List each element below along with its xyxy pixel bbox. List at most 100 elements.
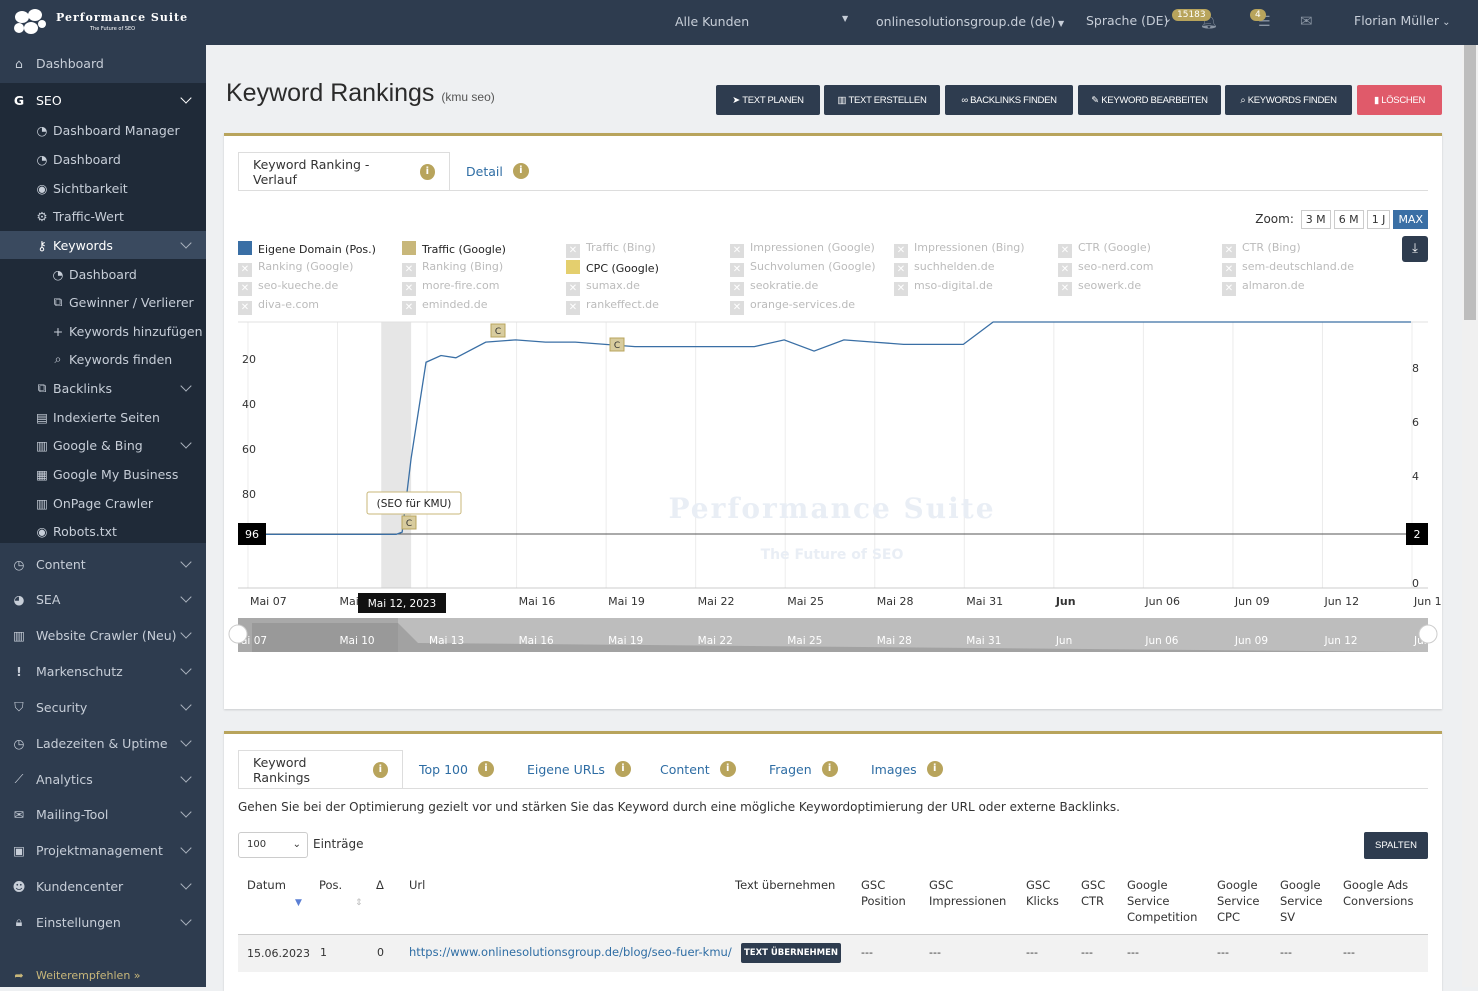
legend-item[interactable]: ✕ eminded.de [402,298,488,315]
column-header-text[interactable]: Text übernehmen [735,878,836,892]
column-header-sv[interactable]: Google Service SV [1280,878,1323,924]
column-header-url[interactable]: Url [409,878,426,892]
sidebar-item-dashboard-manager[interactable]: ◔ Dashboard Manager [0,116,206,144]
legend-item[interactable]: ✕ Traffic (Bing) [566,241,656,258]
legend-item[interactable]: ✕ sem-deutschland.de [1222,260,1354,277]
language-select[interactable]: Sprache (DE) [1086,13,1168,28]
sidebar-item-analytics[interactable]: ⟋ Analytics [0,765,206,793]
sidebar-item-backlinks[interactable]: ⧉ Backlinks [0,374,206,402]
sidebar-item-dashboard[interactable]: ⌂ Dashboard [0,49,206,77]
sidebar-item-kundencenter[interactable]: ☻ Kundencenter [0,872,206,900]
page-scrollbar[interactable] [1462,45,1478,987]
sidebar-item-keywords-finden[interactable]: ⌕ Keywords finden [0,345,206,373]
column-header-gsc-impressionen[interactable]: GSC Impressionen [929,878,1007,908]
legend-item[interactable]: ✕ rankeffect.de [566,298,659,315]
tab-content[interactable]: Content i [660,750,736,788]
sidebar-item-sichtbarkeit[interactable]: ◉ Sichtbarkeit [0,174,206,202]
legend-item[interactable]: ✕ seo-kueche.de [238,279,338,296]
zoom-1j-button[interactable]: 1 J [1366,210,1391,229]
column-header-cpc[interactable]: Google Service CPC [1217,878,1260,924]
sidebar-item-traffic-wert[interactable]: ⚙ Traffic-Wert [0,202,206,230]
tab-eigene-urls[interactable]: Eigene URLs i [527,750,631,788]
zoom-max-button[interactable]: MAX [1393,210,1428,229]
legend-item[interactable]: ✕ Impressionen (Google) [730,241,875,258]
column-header-gsc-ctr[interactable]: GSC CTR [1081,878,1106,908]
sidebar-item-keywords-dashboard[interactable]: ◔ Dashboard [0,260,206,288]
sidebar-item-gewinner-verlierer[interactable]: ⧉ Gewinner / Verlierer [0,288,206,316]
backlinks-finden-button[interactable]: ∞ BACKLINKS FINDEN [945,85,1073,115]
text-planen-button[interactable]: ➤ TEXT PLANEN [716,85,820,115]
cell-url-link[interactable]: https://www.onlinesolutionsgroup.de/blog… [409,945,732,959]
legend-item[interactable]: ✕ Impressionen (Bing) [894,241,1025,258]
sidebar-item-google-bing[interactable]: ▥ Google & Bing [0,431,206,459]
legend-item[interactable]: ✕ sumax.de [566,279,640,296]
zoom-3m-button[interactable]: 3 M [1300,210,1331,229]
sidebar-item-website-crawler[interactable]: ▥ Website Crawler (Neu) [0,621,206,649]
sidebar-item-onpage-crawler[interactable]: ▥ OnPage Crawler [0,489,206,517]
sidebar-item-security[interactable]: ⛉ Security [0,693,206,721]
sidebar-item-keywords-hinzufuegen[interactable]: + Keywords hinzufügen [0,317,206,345]
column-header-datum[interactable]: Datum ▼ [247,877,302,911]
sidebar-item-mailing-tool[interactable]: ✉ Mailing-Tool [0,800,206,828]
column-header-competition[interactable]: Google Service Competition [1127,878,1198,924]
customer-select[interactable]: Alle Kunden [675,14,749,29]
legend-item[interactable]: ✕ mso-digital.de [894,279,993,296]
sidebar-item-seo-dashboard[interactable]: ◔ Dashboard [0,145,206,173]
legend-item[interactable]: ✕ seowerk.de [1058,279,1141,296]
sidebar-item-ladezeiten[interactable]: ◷ Ladezeiten & Uptime [0,729,206,757]
sidebar-item-sea[interactable]: ◕ SEA [0,585,206,613]
keyword-bearbeiten-button[interactable]: ✎ KEYWORD BEARBEITEN [1078,85,1221,115]
keywords-finden-button[interactable]: ⌕ KEYWORDS FINDEN [1225,85,1352,115]
sidebar-item-content[interactable]: ◷ Content [0,550,206,578]
tab-fragen[interactable]: Fragen i [769,750,838,788]
column-header-gsc-klicks[interactable]: GSC Klicks [1026,878,1059,908]
sidebar-item-google-my-business[interactable]: ▦ Google My Business [0,460,206,488]
navigator-handle-left[interactable] [228,624,248,644]
zoom-6m-button[interactable]: 6 M [1333,210,1364,229]
legend-item[interactable]: ✕ Suchvolumen (Google) [730,260,876,277]
tab-detail[interactable]: Detail i [466,152,529,190]
navigator-handle-right[interactable] [1418,624,1438,644]
sidebar-item-markenschutz[interactable]: ! Markenschutz [0,657,206,685]
legend-item[interactable]: ✕ CTR (Bing) [1222,241,1301,258]
legend-item[interactable]: Eigene Domain (Pos.) [238,241,376,256]
sidebar-item-keywords[interactable]: ⚷ Keywords [0,231,206,259]
sidebar-item-indexierte-seiten[interactable]: ▤ Indexierte Seiten [0,403,206,431]
legend-item[interactable]: ✕ CTR (Google) [1058,241,1151,258]
tab-images[interactable]: Images i [871,750,943,788]
envelope-icon[interactable]: ✉ [1300,12,1313,30]
delete-button[interactable]: ▮ LÖSCHEN [1357,85,1442,115]
legend-item[interactable]: ✕ suchhelden.de [894,260,995,277]
domain-select[interactable]: onlinesolutionsgroup.de (de) ▼ [876,14,1064,29]
legend-item[interactable]: Traffic (Google) [402,241,506,256]
text-erstellen-button[interactable]: ▥ TEXT ERSTELLEN [824,85,940,115]
column-header-delta[interactable]: Δ [376,878,384,892]
column-header-gsc-position[interactable]: GSC Position [861,878,906,908]
sidebar-recommend-link[interactable]: ➦ Weiterempfehlen » [0,961,206,989]
legend-item[interactable]: ✕ seo-nerd.com [1058,260,1153,277]
legend-item[interactable]: CPC (Google) [566,260,659,275]
scrollbar-thumb[interactable] [1464,45,1476,320]
sidebar-item-seo[interactable]: G SEO [0,83,206,117]
sidebar-item-robots[interactable]: ◉ Robots.txt [0,517,206,545]
column-header-conversions[interactable]: Google Ads Conversions [1343,878,1414,908]
user-menu[interactable]: Florian Müller ⌄ [1354,13,1451,28]
text-uebernehmen-button[interactable]: TEXT ÜBERNEHMEN [741,943,841,963]
columns-button[interactable]: SPALTEN [1364,832,1428,859]
legend-item[interactable]: ✕ diva-e.com [238,298,319,315]
legend-item[interactable]: ✕ Ranking (Google) [238,260,353,277]
legend-item[interactable]: ✕ more-fire.com [402,279,499,296]
sidebar-item-projektmanagement[interactable]: ▣ Projektmanagement [0,836,206,864]
tab-keyword-rankings[interactable]: Keyword Rankings i [238,750,403,788]
brand-logo[interactable]: Performance Suite The Future of SEO [12,8,192,38]
legend-item[interactable]: ✕ Ranking (Bing) [402,260,503,277]
legend-item[interactable]: ✕ seokratie.de [730,279,818,296]
tab-top-100[interactable]: Top 100 i [419,750,494,788]
sidebar-item-einstellungen[interactable]: 🔒︎ Einstellungen [0,908,206,936]
page-size-select[interactable]: 100 ⌄ [238,832,308,858]
tab-ranking-verlauf[interactable]: Keyword Ranking - Verlauf i [238,152,450,190]
column-header-pos[interactable]: Pos. ⇕ [319,877,363,911]
legend-item[interactable]: ✕ almaron.de [1222,279,1304,296]
legend-item[interactable]: ✕ orange-services.de [730,298,855,315]
download-icon[interactable]: ⤓ [1402,236,1428,262]
